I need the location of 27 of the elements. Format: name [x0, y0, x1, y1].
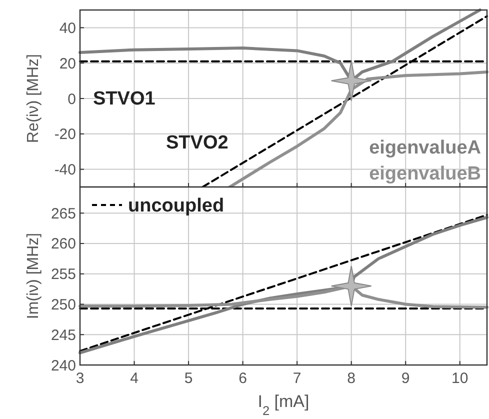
x-axis-title: I$_{2}$ [mA]	[258, 392, 310, 418]
x-tick-label: 3	[76, 370, 84, 387]
y-tick-label: -20	[54, 126, 76, 144]
x-tick-label: 9	[401, 370, 410, 387]
y-tick-label: 250	[50, 296, 76, 314]
y-tick-label: 0	[68, 90, 76, 108]
y-tick-label: 40	[59, 20, 76, 37]
y-tick-label: 20	[59, 55, 76, 72]
x-tick-label: 4	[130, 370, 138, 387]
x-tick-label: 10	[452, 370, 468, 387]
y-tick-label: 245	[50, 326, 76, 344]
x-tick-label: 5	[184, 370, 193, 387]
x-tick-label: 7	[292, 370, 302, 387]
y-axis-title: Re(iν) [MHz]	[25, 54, 42, 143]
text: eigenvalueA	[369, 138, 482, 159]
y-tick-label: 240	[50, 357, 76, 374]
y-tick-label: 255	[50, 266, 76, 284]
x-tick-label: 8	[347, 370, 356, 387]
y-tick-label: 265	[50, 205, 76, 222]
text: eigenvalueB	[369, 164, 481, 185]
x-tick-label: 6	[238, 370, 247, 387]
y-tick-label: -40	[54, 162, 76, 179]
legend-label: uncoupled	[128, 196, 224, 217]
annotation: STVO2	[166, 132, 228, 154]
annotation: STVO1	[93, 88, 156, 110]
y-tick-label: 260	[50, 236, 76, 253]
y-axis-title: Im(iν) [MHz]	[25, 232, 42, 320]
